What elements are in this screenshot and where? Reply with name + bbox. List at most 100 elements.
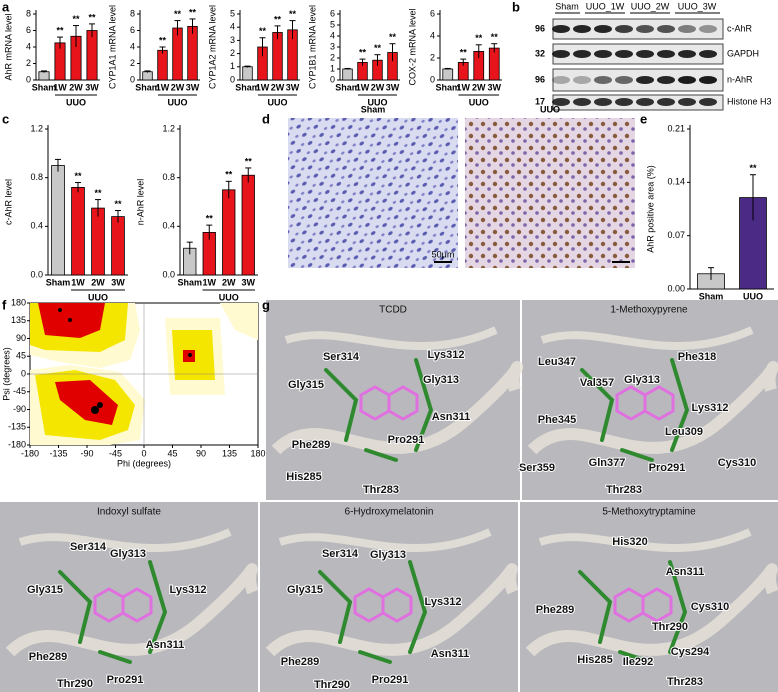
significance: ** <box>88 12 96 22</box>
residue-label: Gln377 <box>589 457 626 469</box>
x-tick-label: 135 <box>222 448 237 458</box>
residue-label: Lys312 <box>428 349 465 361</box>
band <box>615 25 633 33</box>
ribbon <box>18 528 232 553</box>
band <box>699 25 717 33</box>
histology-image <box>288 118 458 268</box>
y-tick-label: 2 <box>330 52 335 62</box>
significance: ** <box>159 35 167 45</box>
residue-label: Phe289 <box>536 604 575 616</box>
y-tick-label: 4 <box>130 41 135 51</box>
residue-label: Asn311 <box>431 648 470 660</box>
x-tick-label: 2W <box>91 277 105 287</box>
y-axis-label: n-AhR level <box>135 179 145 226</box>
y-tick-label: 0 <box>330 74 335 84</box>
band <box>594 76 612 84</box>
y-tick-label: 1 <box>230 61 235 71</box>
significance: ** <box>189 7 197 17</box>
residue-label: Gly313 <box>423 374 459 386</box>
residue-label: Phe289 <box>281 656 320 668</box>
residue-label: Thr283 <box>363 484 399 496</box>
band <box>699 76 717 84</box>
mw-label: 96 <box>535 23 545 33</box>
x-tick-label: 2W <box>222 277 236 287</box>
residue-stick <box>578 560 688 664</box>
residue-label: Phe289 <box>29 651 68 663</box>
y-axis-label: AhR mRNA level <box>3 13 13 80</box>
y-tick-label: 2 <box>430 52 435 62</box>
band <box>594 50 612 58</box>
y-tick-label: 0.0 <box>30 269 43 279</box>
band <box>615 50 633 58</box>
lane-label: Sham <box>555 1 579 11</box>
x-tick-label: Sham <box>32 82 57 92</box>
y-tick-label: 1 <box>330 63 335 73</box>
residue-label: Lys312 <box>692 402 729 414</box>
panel-label: g <box>262 297 270 312</box>
lane-label: UUO_1W <box>586 1 625 11</box>
y-tick-label: 0 <box>130 74 135 84</box>
x-tick-label: Sham <box>177 277 202 287</box>
mw-label: 96 <box>535 74 545 84</box>
bar <box>111 216 125 276</box>
significance: ** <box>245 156 253 166</box>
docking-title: 5-Methoxytryptamine <box>602 507 696 518</box>
y-tick-label: 0 <box>26 74 31 84</box>
blot <box>552 12 724 111</box>
y-tick-label: 90 <box>16 333 26 343</box>
docking-title: TCDD <box>379 305 407 316</box>
bar <box>242 66 253 81</box>
significance: ** <box>749 163 757 173</box>
residue-label: Lys312 <box>425 596 462 608</box>
x-tick-label: -135 <box>49 448 67 458</box>
residue-label: Ser314 <box>323 351 360 363</box>
band <box>678 98 696 106</box>
band <box>615 76 633 84</box>
ribbons <box>5 326 778 664</box>
residue-label: Leu347 <box>538 356 576 368</box>
y-tick-label: 1.2 <box>30 123 43 133</box>
x-tick-label: 3W <box>488 82 502 92</box>
ribbon <box>540 326 754 351</box>
band <box>552 76 570 84</box>
bar <box>71 186 85 276</box>
residue-label: His285 <box>286 471 321 483</box>
band <box>636 98 654 106</box>
x-tick-label: Sham <box>46 277 71 287</box>
x-tick-label: 45 <box>167 448 177 458</box>
y-tick-label: 0.4 <box>30 221 43 231</box>
x-tick-label: 90 <box>196 448 206 458</box>
y-tick-label: 3 <box>230 35 235 45</box>
group-label: UUO <box>469 97 489 107</box>
band <box>657 50 675 58</box>
y-tick-label: -180 <box>8 439 26 449</box>
band <box>573 25 591 33</box>
residue-stick <box>318 560 428 664</box>
y-tick-label: -135 <box>8 422 26 432</box>
x-tick-label: 180 <box>250 448 265 458</box>
ribbon <box>284 326 498 351</box>
significance: ** <box>74 171 82 181</box>
histology-image <box>465 118 635 268</box>
y-axis-label: CYP1A2 mRNA level <box>207 5 217 89</box>
ribbon <box>265 563 519 657</box>
y-tick-label: 45 <box>16 351 26 361</box>
y-axis-label: COX-2 mRNA level <box>407 8 417 85</box>
x-axis-label: Phi (degrees) <box>117 458 171 468</box>
bar <box>172 27 183 81</box>
ribbon <box>538 528 752 553</box>
region-generous <box>220 303 258 340</box>
residue-label: Thr283 <box>667 676 703 688</box>
residue-dot <box>97 402 103 408</box>
residue-stick <box>580 358 690 462</box>
bar <box>86 30 98 81</box>
y-tick-label: -90 <box>13 404 26 414</box>
residue-dot <box>68 318 72 322</box>
residue-dot <box>188 353 192 357</box>
panel-label: f <box>2 297 7 312</box>
x-tick-label: 2W <box>472 82 486 92</box>
y-tick-label: 180 <box>11 297 26 307</box>
docking-title: Indoxyl sulfate <box>97 507 161 518</box>
residue-label: Gly313 <box>624 374 660 386</box>
